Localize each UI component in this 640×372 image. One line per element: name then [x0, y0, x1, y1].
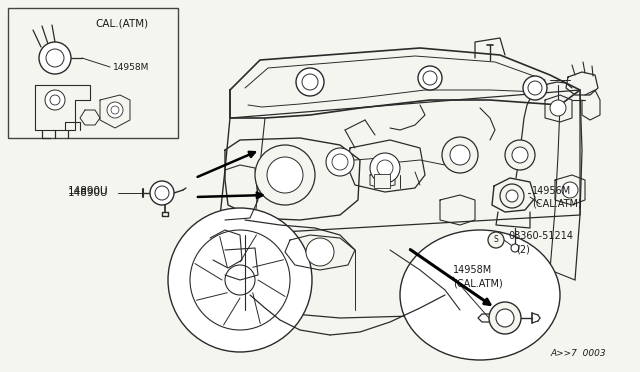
- Bar: [8, 8, 178, 138]
- Circle shape: [450, 145, 470, 165]
- Circle shape: [442, 137, 478, 173]
- Circle shape: [45, 90, 65, 110]
- Text: 14890U: 14890U: [68, 188, 109, 198]
- Circle shape: [550, 100, 566, 116]
- Circle shape: [489, 302, 521, 334]
- Circle shape: [528, 81, 542, 95]
- Text: (CAL.ATM): (CAL.ATM): [532, 199, 582, 209]
- Circle shape: [267, 157, 303, 193]
- Circle shape: [39, 42, 71, 74]
- Text: 14890U: 14890U: [68, 186, 109, 196]
- Circle shape: [512, 147, 528, 163]
- Circle shape: [506, 190, 518, 202]
- Circle shape: [332, 154, 348, 170]
- Text: 14958M: 14958M: [453, 265, 492, 275]
- Circle shape: [50, 95, 60, 105]
- Circle shape: [111, 106, 119, 114]
- Circle shape: [523, 76, 547, 100]
- Circle shape: [326, 148, 354, 176]
- Circle shape: [562, 182, 578, 198]
- Text: (2): (2): [516, 245, 530, 255]
- Circle shape: [107, 102, 123, 118]
- Text: S: S: [493, 235, 499, 244]
- Text: 14958M: 14958M: [113, 62, 149, 71]
- Circle shape: [488, 232, 504, 248]
- Circle shape: [500, 184, 524, 208]
- Circle shape: [255, 145, 315, 205]
- Circle shape: [377, 160, 393, 176]
- Circle shape: [296, 68, 324, 96]
- Bar: [374, 174, 390, 188]
- Circle shape: [168, 208, 312, 352]
- Circle shape: [511, 244, 519, 252]
- Circle shape: [505, 140, 535, 170]
- Circle shape: [423, 71, 437, 85]
- Ellipse shape: [400, 230, 560, 360]
- Text: 14956M: 14956M: [532, 186, 572, 196]
- Circle shape: [302, 74, 318, 90]
- Circle shape: [496, 309, 514, 327]
- Circle shape: [418, 66, 442, 90]
- Circle shape: [150, 181, 174, 205]
- Text: A>>7  0003: A>>7 0003: [550, 350, 605, 359]
- Text: (CAL.ATM): (CAL.ATM): [453, 278, 503, 288]
- Circle shape: [155, 186, 169, 200]
- Text: 08360-51214: 08360-51214: [508, 231, 573, 241]
- Circle shape: [306, 238, 334, 266]
- Text: CAL.(ATM): CAL.(ATM): [95, 19, 148, 29]
- Circle shape: [370, 153, 400, 183]
- Circle shape: [225, 265, 255, 295]
- Circle shape: [190, 230, 290, 330]
- Circle shape: [46, 49, 64, 67]
